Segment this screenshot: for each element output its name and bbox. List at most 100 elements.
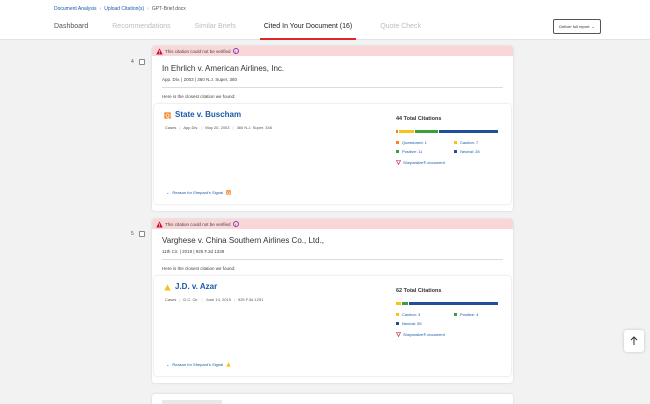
distribution-segment — [396, 130, 399, 133]
distribution-segment — [438, 130, 498, 133]
case-title: Varghese v. China Southern Airlines Co.,… — [162, 236, 325, 245]
shepardize-label: Shepardize® document — [403, 332, 445, 337]
reason-label: Reason for Shepard's Signal — [172, 362, 224, 367]
distribution-segment — [409, 302, 498, 305]
meta-court: D.C. Cir. — [183, 297, 199, 302]
tab-similar-briefs: Similar Briefs — [194, 23, 236, 30]
citation-card: This citation could not be verified i Va… — [152, 219, 513, 383]
legend-label: Caution: 3 — [402, 312, 421, 317]
divider — [162, 87, 503, 88]
closest-citation-label: Here is the closest citation we found: — [162, 266, 236, 271]
citation-legend: Caution: 3 Positive: 4 Neutral: 55 — [396, 312, 504, 326]
svg-text:Q: Q — [165, 114, 170, 119]
chevron-right-icon: › — [99, 6, 102, 12]
meta-divider: | — [179, 297, 181, 302]
total-citations: 44 Total Citations — [396, 116, 442, 122]
breadcrumb: Document Analysis › Upload Citation(s) ›… — [54, 6, 186, 12]
alternative-case-meta: Cases | App.Div. | May 20, 2003 | 360 N.J. … — [165, 125, 272, 130]
closest-citation-panel: J.D. v. Azar Cases | D.C. Cir. | June 14, … — [154, 276, 511, 376]
reason-for-signal-toggle[interactable]: ⌄ Reason for Shepard's Signal Q — [166, 190, 231, 195]
caution-icon — [226, 362, 231, 367]
questioned-icon: Q — [164, 112, 171, 119]
tab-bar: Dashboard Recommendations Similar Briefs… — [54, 20, 445, 40]
tab-dashboard[interactable]: Dashboard — [54, 23, 89, 30]
meta-divider: | — [232, 125, 234, 130]
warning-banner: This citation could not be verified i — [152, 219, 513, 229]
citation-number: 4 — [131, 59, 134, 65]
legend-label: Positive: 11 — [402, 149, 423, 154]
case-title: In Ehrlich v. American Airlines, Inc. — [162, 64, 285, 73]
alternative-case-link[interactable]: State v. Buscham — [175, 110, 242, 119]
breadcrumb-upload-citations[interactable]: Upload Citation(s) — [104, 6, 145, 12]
legend-label: Questioned: 1 — [402, 140, 427, 145]
legend-label: Caution: 7 — [460, 140, 479, 145]
meta-reporter: 925 F.3d 1291 — [237, 297, 264, 302]
legend-label: Neutral: 55 — [402, 321, 422, 326]
shepardize-link[interactable]: Shepardize® document — [396, 332, 445, 337]
deliver-label: Deliver full report — [559, 24, 590, 29]
legend-neutral[interactable]: Neutral: 28 — [454, 149, 504, 154]
case-meta: App. Div. | 2003 | 360 N.J. Super. 360 — [162, 77, 238, 82]
legend-positive[interactable]: Positive: 11 — [396, 149, 454, 154]
meta-reporter: 360 N.J. Super. 346 — [236, 125, 272, 130]
scroll-to-top-button[interactable] — [624, 330, 644, 352]
chevron-down-icon: ⌄ — [166, 362, 170, 367]
distribution-segment — [396, 302, 401, 305]
shepardize-icon — [396, 332, 401, 337]
alternative-case-link[interactable]: J.D. v. Azar — [175, 282, 218, 291]
distribution-segment — [399, 130, 414, 133]
legend-neutral[interactable]: Neutral: 55 — [396, 321, 454, 326]
arrow-up-icon — [630, 336, 638, 345]
closest-citation-panel: Q State v. Buscham Cases | App.Div. | May … — [154, 104, 511, 204]
warning-icon — [156, 220, 163, 228]
legend-caution[interactable]: Caution: 3 — [396, 312, 454, 317]
meta-type: Cases — [165, 297, 177, 302]
legend-questioned[interactable]: Questioned: 1 — [396, 140, 454, 145]
citation-checkbox[interactable] — [139, 231, 145, 237]
breadcrumb-current-file: GPT-Brief.docx — [151, 6, 186, 12]
distribution-segment — [414, 130, 438, 133]
questioned-swatch — [396, 141, 399, 144]
meta-date: June 14, 2019 — [205, 297, 231, 302]
next-card-title-placeholder — [162, 400, 222, 404]
meta-divider: | — [179, 125, 181, 130]
info-icon[interactable]: i — [232, 221, 239, 227]
tab-cited-in-your-document[interactable]: Cited In Your Document (16) — [259, 20, 357, 40]
caution-swatch — [396, 313, 399, 316]
positive-swatch — [454, 313, 457, 316]
caution-icon — [164, 284, 171, 291]
citation-distribution-bar — [396, 302, 498, 305]
citation-card: This citation could not be verified i In… — [152, 46, 513, 211]
legend-positive[interactable]: Positive: 4 — [454, 312, 504, 317]
citation-distribution-bar — [396, 130, 498, 133]
chevron-down-icon: ⌄ — [591, 24, 595, 29]
citation-checkbox[interactable] — [139, 59, 145, 65]
distribution-segment — [401, 302, 409, 305]
tab-quote-check: Quote Check — [380, 23, 422, 30]
top-bar: Document Analysis › Upload Citation(s) ›… — [0, 0, 650, 40]
deliver-full-report-button[interactable]: Deliver full report ⌄ — [553, 19, 601, 34]
chevron-right-icon: › — [147, 6, 149, 12]
shepardize-link[interactable]: Shepardize® document — [396, 160, 445, 165]
tab-recommendations: Recommendations — [112, 23, 171, 30]
warning-icon — [156, 47, 163, 55]
info-icon[interactable]: i — [232, 48, 239, 54]
neutral-swatch — [454, 150, 457, 153]
positive-swatch — [396, 150, 399, 153]
meta-date: May 20, 2003 — [205, 125, 230, 130]
case-meta: 11th Cir. | 2019 | 925 F.3d 1339 — [162, 249, 225, 254]
legend-label: Positive: 4 — [460, 312, 479, 317]
meta-divider: | — [233, 297, 235, 302]
total-citations: 62 Total Citations — [396, 288, 442, 294]
svg-text:Q: Q — [227, 190, 230, 195]
reason-for-signal-toggle[interactable]: ⌄ Reason for Shepard's Signal — [166, 362, 231, 367]
warning-banner: This citation could not be verified i — [152, 46, 513, 56]
neutral-swatch — [396, 322, 399, 325]
reason-label: Reason for Shepard's Signal — [172, 190, 224, 195]
meta-divider: | — [201, 125, 203, 130]
shepardize-label: Shepardize® document — [403, 160, 445, 165]
alternative-case-meta: Cases | D.C. Cir. | June 14, 2019 | 925 F.3… — [165, 297, 263, 302]
meta-type: Cases — [165, 125, 177, 130]
breadcrumb-document-analysis[interactable]: Document Analysis — [54, 6, 97, 12]
legend-caution[interactable]: Caution: 7 — [454, 140, 504, 145]
